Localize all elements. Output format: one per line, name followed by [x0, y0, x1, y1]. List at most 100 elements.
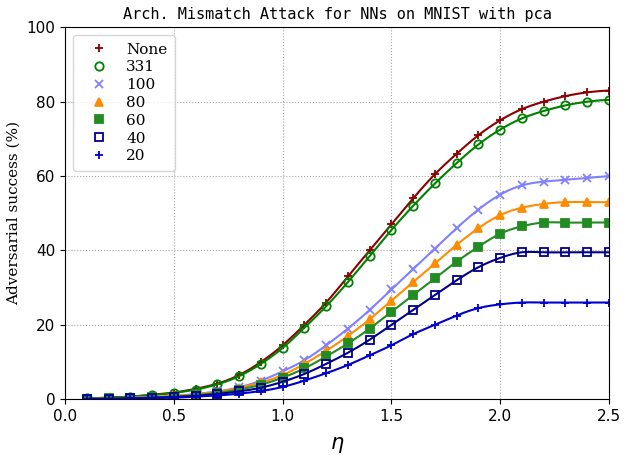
- 80: [475, 225, 482, 231]
- 100: [387, 287, 395, 292]
- 20: [344, 362, 352, 368]
- 60: [148, 395, 156, 400]
- 60: [431, 275, 439, 281]
- 331: [387, 227, 395, 233]
- 80: [387, 298, 395, 304]
- 20: [409, 331, 417, 337]
- 80: [257, 380, 264, 385]
- 80: [561, 199, 569, 205]
- 40: [83, 396, 90, 401]
- 20: [518, 300, 526, 305]
- None: [170, 390, 178, 395]
- 60: [387, 309, 395, 315]
- None: [105, 395, 112, 401]
- None: [605, 88, 613, 93]
- 331: [214, 382, 221, 387]
- 40: [236, 389, 243, 394]
- 60: [127, 395, 134, 401]
- X-axis label: $\eta$: $\eta$: [330, 435, 344, 455]
- 60: [475, 244, 482, 249]
- 331: [301, 325, 308, 331]
- 60: [192, 392, 200, 398]
- 60: [605, 220, 613, 225]
- 331: [561, 103, 569, 108]
- 20: [148, 395, 156, 401]
- 331: [344, 280, 352, 285]
- 100: [301, 358, 308, 363]
- 60: [344, 340, 352, 346]
- 80: [127, 395, 134, 401]
- Line: None: None: [83, 86, 613, 403]
- 20: [236, 391, 243, 396]
- 80: [236, 385, 243, 391]
- 20: [257, 388, 264, 394]
- 20: [279, 384, 286, 390]
- 40: [561, 249, 569, 255]
- 331: [453, 160, 460, 166]
- 20: [322, 371, 330, 376]
- 40: [322, 361, 330, 367]
- 60: [583, 220, 591, 225]
- 80: [192, 392, 200, 397]
- Line: 60: 60: [83, 219, 613, 403]
- 331: [366, 253, 374, 259]
- 331: [431, 181, 439, 186]
- 40: [518, 249, 526, 255]
- 331: [127, 394, 134, 399]
- 100: [431, 246, 439, 251]
- 80: [344, 333, 352, 339]
- 100: [170, 393, 178, 399]
- 40: [192, 393, 200, 399]
- None: [236, 372, 243, 378]
- 100: [344, 326, 352, 331]
- None: [214, 381, 221, 386]
- 20: [605, 300, 613, 305]
- 80: [170, 393, 178, 399]
- 40: [431, 292, 439, 298]
- 100: [279, 369, 286, 374]
- 80: [518, 205, 526, 211]
- 60: [83, 396, 90, 401]
- 331: [192, 387, 200, 392]
- 20: [301, 378, 308, 383]
- Legend: None, 331, 100, 80, 60, 40, 20: None, 331, 100, 80, 60, 40, 20: [73, 35, 175, 171]
- 40: [497, 255, 504, 261]
- None: [561, 93, 569, 99]
- 60: [561, 220, 569, 225]
- 80: [148, 394, 156, 400]
- 60: [105, 396, 112, 401]
- 100: [366, 307, 374, 313]
- 40: [105, 396, 112, 401]
- 331: [605, 97, 613, 103]
- 40: [540, 249, 548, 255]
- None: [387, 222, 395, 227]
- 20: [540, 300, 548, 305]
- 20: [366, 353, 374, 358]
- 100: [497, 192, 504, 197]
- 60: [540, 220, 548, 225]
- None: [409, 195, 417, 201]
- 80: [540, 201, 548, 207]
- 20: [170, 395, 178, 401]
- 100: [409, 266, 417, 272]
- 80: [322, 348, 330, 353]
- 331: [497, 127, 504, 132]
- 40: [475, 264, 482, 270]
- 80: [605, 199, 613, 205]
- 20: [83, 396, 90, 402]
- 100: [214, 389, 221, 394]
- 40: [387, 322, 395, 328]
- 331: [257, 361, 264, 367]
- 100: [148, 394, 156, 400]
- None: [301, 322, 308, 328]
- 40: [301, 371, 308, 377]
- 331: [409, 203, 417, 208]
- 100: [127, 395, 134, 401]
- 331: [148, 392, 156, 398]
- None: [279, 342, 286, 348]
- 40: [170, 394, 178, 400]
- 80: [105, 396, 112, 401]
- 100: [605, 173, 613, 179]
- 80: [431, 261, 439, 266]
- Line: 100: 100: [83, 172, 613, 403]
